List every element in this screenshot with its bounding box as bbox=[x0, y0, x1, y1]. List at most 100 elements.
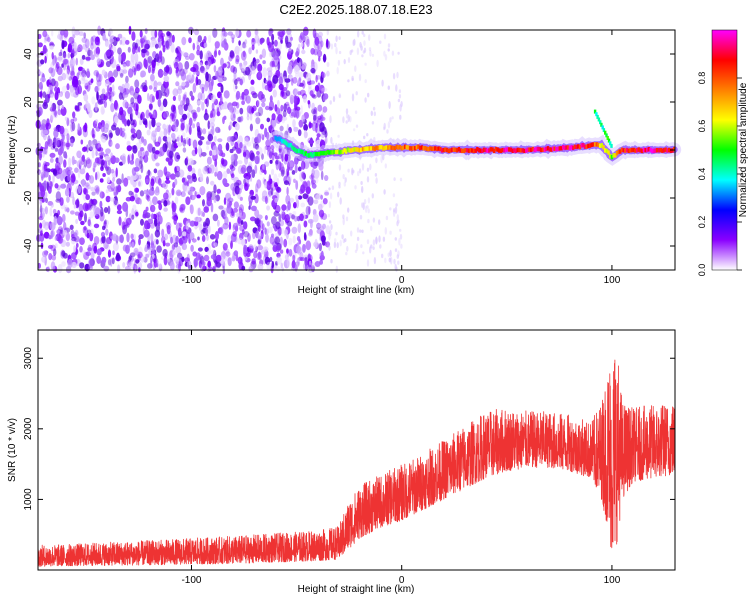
noise-cell bbox=[64, 116, 68, 121]
signal-cell bbox=[447, 148, 450, 154]
noise-cell bbox=[310, 63, 315, 70]
noise-cell bbox=[317, 115, 322, 121]
noise-cell bbox=[167, 254, 170, 263]
noise-cell bbox=[310, 47, 316, 55]
noise-cell bbox=[261, 101, 266, 108]
noise-cell bbox=[313, 161, 319, 167]
noise-cell bbox=[271, 33, 275, 42]
noise-cell bbox=[163, 256, 168, 266]
noise-cell bbox=[387, 121, 391, 129]
noise-cell bbox=[247, 247, 252, 255]
noise-cell bbox=[148, 120, 152, 130]
signal-cell bbox=[543, 147, 546, 152]
noise-cell bbox=[397, 98, 401, 103]
noise-cell bbox=[393, 177, 396, 182]
noise-cell bbox=[188, 117, 193, 127]
noise-cell bbox=[44, 206, 49, 215]
noise-cell bbox=[44, 251, 48, 256]
noise-cell bbox=[196, 121, 200, 129]
noise-cell bbox=[225, 142, 230, 152]
noise-cell bbox=[196, 49, 201, 56]
noise-cell bbox=[192, 112, 198, 119]
signal-cell bbox=[334, 149, 338, 155]
noise-cell bbox=[141, 48, 147, 54]
noise-cell bbox=[262, 67, 268, 78]
noise-cell bbox=[313, 107, 318, 115]
noise-cell bbox=[60, 228, 64, 235]
signal-cell bbox=[599, 143, 602, 148]
noise-cell bbox=[250, 79, 255, 85]
noise-cell bbox=[350, 230, 353, 237]
noise-cell bbox=[235, 55, 240, 63]
noise-cell bbox=[107, 205, 111, 215]
noise-cell bbox=[262, 60, 266, 65]
noise-cell bbox=[311, 121, 317, 132]
noise-cell bbox=[244, 39, 248, 45]
noise-cell bbox=[173, 118, 179, 128]
noise-cell bbox=[230, 65, 236, 73]
noise-cell bbox=[246, 105, 252, 114]
noise-cell bbox=[271, 260, 275, 269]
noise-cell bbox=[87, 219, 91, 227]
noise-cell bbox=[197, 62, 203, 67]
noise-cell bbox=[277, 31, 280, 37]
noise-cell bbox=[254, 34, 260, 44]
noise-cell bbox=[116, 65, 121, 72]
noise-cell bbox=[213, 242, 218, 247]
noise-cell bbox=[168, 150, 174, 159]
noise-cell bbox=[230, 136, 236, 142]
noise-cell bbox=[151, 38, 157, 45]
noise-cell bbox=[301, 49, 306, 55]
signal-cell bbox=[371, 146, 375, 151]
signal-cell bbox=[274, 135, 277, 141]
noise-cell bbox=[202, 261, 206, 266]
noise-cell bbox=[309, 90, 314, 97]
noise-cell bbox=[252, 231, 256, 240]
noise-cell bbox=[347, 79, 350, 83]
noise-cell bbox=[205, 141, 210, 146]
noise-cell bbox=[326, 62, 330, 67]
noise-cell bbox=[400, 101, 403, 108]
noise-cell bbox=[236, 187, 242, 195]
noise-cell bbox=[96, 58, 102, 65]
noise-cell bbox=[113, 69, 119, 78]
signal-cell bbox=[318, 151, 321, 157]
noise-cell bbox=[270, 187, 274, 196]
noise-cell bbox=[237, 237, 244, 245]
noise-cell bbox=[279, 219, 285, 227]
signal-cell bbox=[644, 148, 647, 153]
noise-cell bbox=[105, 244, 110, 250]
signal-cell bbox=[430, 146, 434, 151]
noise-cell bbox=[114, 102, 119, 111]
noise-cell bbox=[297, 166, 302, 172]
noise-cell bbox=[249, 216, 256, 222]
noise-cell bbox=[217, 77, 224, 83]
signal-cell bbox=[546, 146, 550, 151]
noise-cell bbox=[188, 158, 194, 166]
noise-cell bbox=[237, 256, 243, 265]
noise-cell bbox=[213, 135, 217, 142]
noise-cell bbox=[216, 170, 223, 181]
noise-cell bbox=[49, 106, 55, 112]
noise-cell bbox=[194, 220, 199, 227]
noise-cell bbox=[68, 36, 75, 45]
noise-cell bbox=[184, 60, 190, 70]
x-tick-label: -100 bbox=[181, 275, 201, 286]
noise-cell bbox=[345, 108, 349, 115]
noise-cell bbox=[214, 263, 218, 268]
noise-cell bbox=[311, 262, 316, 267]
noise-cell bbox=[306, 193, 310, 203]
noise-cell bbox=[314, 36, 320, 46]
noise-cell bbox=[87, 47, 91, 57]
noise-cell bbox=[213, 197, 217, 203]
noise-cell bbox=[235, 90, 241, 100]
noise-cell bbox=[335, 35, 338, 42]
x-tick-label: 100 bbox=[604, 575, 621, 586]
noise-cell bbox=[256, 151, 260, 155]
noise-cell bbox=[196, 207, 202, 217]
signal-cell bbox=[294, 148, 297, 153]
noise-cell bbox=[54, 138, 59, 148]
signal-cell bbox=[582, 143, 585, 148]
noise-cell bbox=[270, 145, 275, 150]
signal-cell bbox=[637, 147, 640, 152]
